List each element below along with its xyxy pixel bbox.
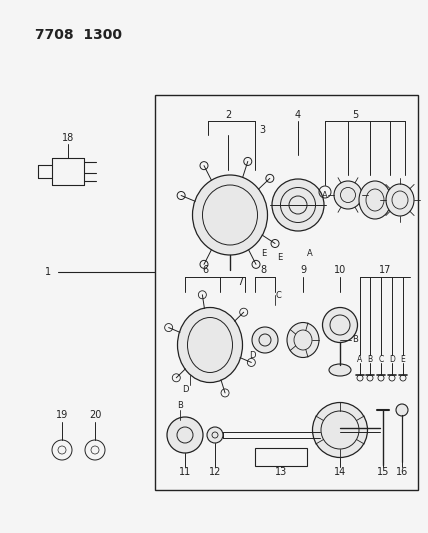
Ellipse shape <box>312 402 368 457</box>
Circle shape <box>207 427 223 443</box>
Text: 19: 19 <box>56 410 68 420</box>
Text: 14: 14 <box>334 467 346 477</box>
Text: 12: 12 <box>209 467 221 477</box>
Circle shape <box>167 417 203 453</box>
Ellipse shape <box>323 308 357 343</box>
Text: 17: 17 <box>379 265 391 275</box>
Text: 10: 10 <box>334 265 346 275</box>
Text: 2: 2 <box>225 110 231 120</box>
Text: A: A <box>307 248 313 257</box>
Text: 20: 20 <box>89 410 101 420</box>
Ellipse shape <box>272 179 324 231</box>
Text: 6: 6 <box>202 265 208 275</box>
Text: E: E <box>401 356 405 365</box>
Ellipse shape <box>359 181 391 219</box>
Ellipse shape <box>287 322 319 358</box>
Text: D: D <box>249 351 255 359</box>
Ellipse shape <box>252 327 278 353</box>
Text: 3: 3 <box>259 125 265 135</box>
Text: A: A <box>322 190 328 199</box>
Ellipse shape <box>386 184 414 216</box>
Text: 5: 5 <box>352 110 358 120</box>
Ellipse shape <box>334 181 362 209</box>
Text: A: A <box>357 356 363 365</box>
Text: C: C <box>378 356 383 365</box>
Ellipse shape <box>178 308 243 383</box>
Text: 7: 7 <box>237 277 243 287</box>
Bar <box>255 448 307 466</box>
Text: 15: 15 <box>377 467 389 477</box>
Text: 8: 8 <box>260 265 266 275</box>
Bar <box>155 95 418 490</box>
Text: 9: 9 <box>300 265 306 275</box>
Text: B: B <box>177 400 183 409</box>
Text: C: C <box>275 290 281 300</box>
Text: 18: 18 <box>62 133 74 143</box>
Text: B: B <box>367 356 372 365</box>
Text: 16: 16 <box>396 467 408 477</box>
Ellipse shape <box>193 175 268 255</box>
Ellipse shape <box>329 364 351 376</box>
Text: 7708  1300: 7708 1300 <box>35 28 122 42</box>
Text: B: B <box>352 335 358 344</box>
Text: D: D <box>182 385 188 394</box>
Text: E: E <box>277 254 282 262</box>
Text: 11: 11 <box>179 467 191 477</box>
Text: 13: 13 <box>275 467 287 477</box>
Text: D: D <box>389 356 395 365</box>
Circle shape <box>396 404 408 416</box>
Text: 1: 1 <box>45 267 51 277</box>
Text: E: E <box>262 248 267 257</box>
Text: 4: 4 <box>295 110 301 120</box>
